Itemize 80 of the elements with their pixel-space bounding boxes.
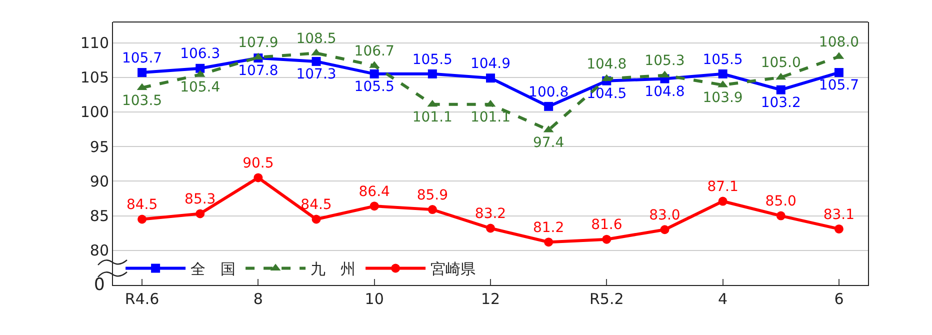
data-label: 105.5 — [702, 52, 743, 68]
legend-label: 全 国 — [190, 260, 236, 278]
point — [544, 238, 554, 247]
point — [138, 68, 147, 78]
point — [196, 64, 205, 73]
point — [776, 211, 786, 220]
data-label: 104.8 — [586, 56, 627, 73]
data-label: 105.5 — [354, 79, 394, 96]
point — [486, 224, 495, 233]
data-label: 107.3 — [296, 66, 336, 83]
data-label: 107.8 — [238, 63, 278, 80]
y-tick-label: 95 — [90, 138, 109, 156]
data-label: 105.7 — [122, 50, 162, 66]
point — [254, 173, 263, 182]
data-label: 81.6 — [591, 217, 622, 234]
point — [486, 74, 495, 83]
y-tick-label: 80 — [90, 242, 109, 260]
y-tick-label: 90 — [90, 172, 109, 190]
data-label: 84.5 — [126, 197, 158, 214]
point — [660, 70, 670, 78]
x-tick-label: R4.6 — [124, 290, 160, 308]
legend-label: 九 州 — [310, 260, 356, 278]
data-label: 85.3 — [184, 192, 216, 208]
data-label: 106.3 — [180, 46, 220, 62]
data-label: 101.1 — [412, 109, 452, 126]
point — [370, 69, 379, 78]
data-label: 105.5 — [412, 52, 452, 68]
x-tick-label: 12 — [480, 290, 500, 308]
data-label: 81.2 — [532, 220, 564, 236]
point — [196, 209, 205, 218]
point — [370, 202, 379, 211]
point — [312, 56, 321, 66]
data-label: 108.0 — [818, 34, 860, 50]
data-label: 86.4 — [358, 184, 390, 200]
data-label: 85.9 — [416, 187, 448, 204]
data-label: 104.9 — [470, 56, 511, 72]
data-label: 106.7 — [354, 43, 394, 60]
data-label: 85.0 — [765, 194, 796, 210]
point — [428, 69, 437, 78]
data-label: 83.0 — [649, 208, 680, 224]
point — [138, 214, 147, 224]
data-label: 103.9 — [702, 90, 743, 106]
data-label: 97.4 — [532, 135, 564, 152]
y-tick-label: 110 — [80, 34, 109, 52]
point — [834, 68, 844, 78]
text: 0 — [94, 275, 105, 295]
x-tick-label: 6 — [834, 290, 844, 308]
data-label: 83.1 — [823, 206, 855, 223]
x-tick-label: R5.2 — [590, 290, 624, 308]
x-tick-label: 8 — [253, 290, 263, 308]
data-label: 90.5 — [242, 156, 274, 172]
data-label: 103.2 — [760, 94, 801, 111]
data-label: 100.8 — [528, 84, 569, 100]
point — [834, 224, 844, 234]
data-label: 103.5 — [122, 92, 162, 109]
y-tick-label: 85 — [90, 207, 109, 226]
point — [312, 214, 321, 224]
y-tick-label: 105 — [80, 68, 109, 87]
point — [602, 234, 612, 244]
data-label: 104.8 — [644, 84, 685, 100]
data-label: 105.7 — [818, 78, 860, 94]
data-label: 108.5 — [296, 31, 336, 48]
x-tick-label: 10 — [364, 290, 384, 308]
point — [544, 102, 554, 111]
data-label: 105.4 — [180, 80, 220, 96]
legend-label: 宮崎県 — [430, 260, 476, 278]
point — [718, 69, 728, 78]
data-label: 101.1 — [470, 109, 511, 126]
data-label: 107.9 — [238, 35, 278, 52]
point — [660, 225, 670, 234]
data-label: 105.3 — [644, 53, 685, 70]
point — [718, 196, 728, 206]
data-label: 84.5 — [300, 197, 332, 214]
data-label: 83.2 — [474, 206, 506, 222]
point — [428, 205, 437, 214]
point — [776, 85, 786, 94]
data-label: 105.0 — [760, 55, 801, 72]
y-tick-label: 100 — [80, 103, 109, 122]
x-tick-label: 4 — [718, 290, 728, 308]
data-label: 87.1 — [707, 179, 738, 196]
